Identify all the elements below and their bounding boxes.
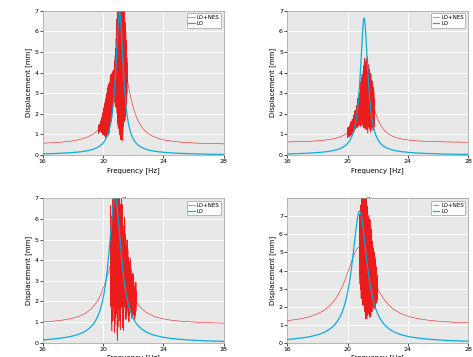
- Legend: LO+NES, LO: LO+NES, LO: [186, 14, 221, 27]
- LO+NES: [221, 142, 227, 146]
- LO+NES: [464, 140, 470, 144]
- LO: [117, 10, 123, 14]
- LO+NES: [352, 110, 358, 114]
- LO+NES: [108, 203, 114, 207]
- LO+NES: [113, 161, 119, 166]
- LO+NES: [327, 137, 333, 142]
- LO+NES: [326, 304, 332, 308]
- LO: [366, 78, 371, 82]
- LO+NES: [121, 9, 127, 13]
- LO: [366, 271, 371, 275]
- Line: LO: LO: [287, 211, 468, 341]
- LO+NES: [121, 230, 127, 235]
- Legend: LO+NES, LO: LO+NES, LO: [186, 201, 221, 215]
- LO: [284, 337, 290, 342]
- Title: (b) $\ddot{x}_e = 0.3g$: (b) $\ddot{x}_e = 0.3g$: [349, 197, 407, 211]
- Legend: LO+NES, LO: LO+NES, LO: [431, 14, 465, 27]
- LO: [326, 327, 332, 332]
- LO+NES: [327, 303, 333, 307]
- LO+NES: [82, 136, 88, 140]
- LO: [83, 149, 88, 153]
- LO: [284, 152, 290, 156]
- Y-axis label: Displacement [mm]: Displacement [mm]: [25, 48, 32, 117]
- LO: [357, 209, 362, 213]
- LO: [219, 152, 225, 156]
- LO+NES: [359, 191, 365, 195]
- LO+NES: [115, 338, 121, 343]
- LO+NES: [365, 55, 370, 59]
- LO+NES: [84, 310, 89, 315]
- LO: [82, 149, 88, 154]
- Line: LO+NES: LO+NES: [287, 193, 468, 323]
- LO+NES: [219, 142, 225, 146]
- Y-axis label: Displacement [mm]: Displacement [mm]: [25, 236, 32, 305]
- LO: [84, 328, 89, 332]
- X-axis label: Frequency [Hz]: Frequency [Hz]: [107, 167, 159, 174]
- LO: [464, 339, 470, 343]
- Line: LO: LO: [287, 18, 468, 155]
- LO: [82, 330, 88, 334]
- LO: [326, 149, 332, 154]
- LO: [219, 339, 225, 343]
- LO+NES: [366, 76, 371, 80]
- LO+NES: [326, 137, 332, 142]
- LO: [327, 149, 333, 153]
- Title: (a) $\ddot{x}_e = 0.2g$: (a) $\ddot{x}_e = 0.2g$: [105, 197, 162, 211]
- LO+NES: [464, 321, 470, 325]
- LO+NES: [108, 114, 114, 118]
- LO: [121, 276, 127, 280]
- LO+NES: [366, 266, 371, 271]
- X-axis label: Frequency [Hz]: Frequency [Hz]: [351, 355, 404, 357]
- LO+NES: [221, 321, 227, 325]
- LO+NES: [352, 250, 358, 254]
- Line: LO+NES: LO+NES: [43, 0, 224, 144]
- X-axis label: Frequency [Hz]: Frequency [Hz]: [351, 167, 404, 174]
- LO: [328, 149, 334, 153]
- LO+NES: [465, 321, 471, 325]
- LO+NES: [328, 302, 334, 306]
- LO: [464, 152, 470, 156]
- LO: [352, 122, 358, 126]
- LO: [121, 75, 127, 79]
- LO: [112, 195, 118, 199]
- LO+NES: [284, 140, 290, 144]
- LO: [221, 339, 227, 343]
- LO+NES: [84, 135, 89, 140]
- Line: LO+NES: LO+NES: [43, 164, 224, 341]
- X-axis label: Frequency [Hz]: Frequency [Hz]: [107, 355, 159, 357]
- LO: [327, 327, 333, 331]
- LO: [328, 326, 334, 330]
- LO+NES: [465, 140, 471, 144]
- LO+NES: [219, 321, 225, 325]
- LO+NES: [40, 141, 45, 145]
- LO: [465, 152, 471, 157]
- Line: LO+NES: LO+NES: [287, 57, 468, 142]
- LO+NES: [284, 318, 290, 323]
- LO+NES: [328, 137, 334, 141]
- Line: LO: LO: [43, 12, 224, 155]
- LO: [361, 16, 367, 20]
- LO: [83, 329, 88, 333]
- LO+NES: [83, 136, 88, 140]
- LO+NES: [83, 311, 88, 315]
- Line: LO: LO: [43, 197, 224, 341]
- LO: [108, 121, 114, 125]
- LO+NES: [82, 311, 88, 316]
- LO: [84, 149, 89, 153]
- Y-axis label: Displacement [mm]: Displacement [mm]: [270, 236, 276, 305]
- LO: [465, 339, 471, 343]
- Legend: LO+NES, LO: LO+NES, LO: [431, 201, 465, 215]
- LO+NES: [40, 320, 45, 324]
- LO: [108, 228, 114, 232]
- LO: [221, 152, 227, 157]
- LO: [40, 338, 45, 342]
- LO: [352, 231, 358, 236]
- Y-axis label: Displacement [mm]: Displacement [mm]: [270, 48, 276, 117]
- LO: [40, 152, 45, 156]
